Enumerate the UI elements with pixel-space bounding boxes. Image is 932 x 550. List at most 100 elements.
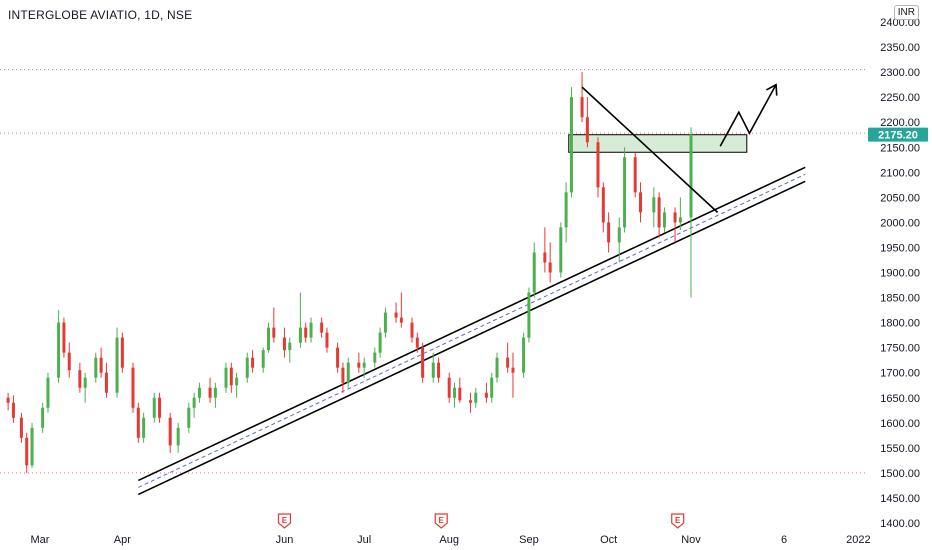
candle [261,347,265,373]
candle [357,352,361,373]
candle [495,352,499,383]
candle [131,362,135,413]
candle [62,317,66,358]
y-tick-label: 1600.00 [880,418,920,430]
candle-body [197,387,201,398]
candle-body [67,352,71,371]
candle-body [607,222,611,243]
resistance-zone [568,134,748,153]
candle-body [187,407,191,428]
candle-body [30,427,34,466]
candle-body [657,197,661,228]
candle-body [447,377,451,398]
chart-title: INTERGLOBE AVIATIO, 1D, NSE [8,8,193,22]
earnings-marker[interactable]: E [671,513,685,529]
y-tick-label: 1550.00 [880,443,920,455]
y-tick-label: 1650.00 [880,393,920,405]
candle-body [25,437,29,466]
x-tick-label: Nov [681,534,701,546]
candle-body [325,332,329,348]
candle [548,242,552,283]
x-tick-label: Aug [439,534,459,546]
x-axis[interactable]: Mar Apr Jun Jul Aug Sep Oct Nov 6 2022 [31,534,871,546]
candle-body [415,337,419,348]
candle-body [168,417,172,446]
channel-line [137,180,806,496]
candle-body [564,192,568,228]
candle [601,182,605,233]
candle-body [431,362,435,378]
candle [373,347,377,368]
candle [559,222,563,278]
candle-body [623,157,627,228]
resistance-zone-box [568,134,748,153]
candle [67,342,71,378]
earnings-marker-shape [277,513,292,529]
candle-body [115,337,119,393]
candle [272,307,276,343]
currency-label[interactable]: INR [893,5,919,20]
last-price-badge: 2175.20 [868,127,928,142]
candle-body [453,387,457,398]
candle [474,387,478,408]
earnings-marker[interactable]: E [277,513,292,529]
candle [468,392,472,413]
candle-body [689,134,693,218]
candle-body [596,142,600,188]
candle-body [633,157,637,193]
x-tick-label: 2022 [846,534,870,546]
candle-body [569,97,573,193]
y-axis[interactable]: 2400.00 2350.00 2300.00 2250.00 2200.00 2150.… [880,17,920,530]
y-tick-label: 1750.00 [880,343,920,355]
candle [569,87,573,198]
candle [99,347,103,378]
x-tick-label: Sep [519,534,539,546]
candle-body [652,197,656,213]
candle [94,352,98,383]
candle [453,382,457,408]
candle-body [11,402,15,418]
candle-body [394,312,398,318]
channel-line [137,166,806,482]
candle [585,97,589,148]
candle-body [104,372,108,393]
x-tick-label: Mar [31,534,50,546]
candle [431,352,435,383]
candle [689,127,693,298]
candle [224,362,228,393]
candle [304,322,308,343]
earnings-marker[interactable]: E [434,513,448,529]
candle [678,197,682,230]
candle [421,342,425,383]
y-tick-label: 1400.00 [880,518,920,530]
candle [657,192,661,238]
candle [245,352,249,383]
candle-body [373,352,377,363]
candle-body [585,117,589,143]
candle [458,377,462,403]
candle [120,332,124,373]
candle [410,317,414,343]
candle [25,432,29,473]
y-tick-label: 1450.00 [880,493,920,505]
candle [652,187,656,228]
candle-body [158,397,162,418]
candle-body [522,337,526,373]
candle-body [617,227,621,243]
candle [506,342,510,373]
candle [320,317,324,338]
candle-body [511,367,515,373]
candle [633,152,637,198]
x-tick-label: Apr [114,534,131,546]
candle-body [662,212,666,228]
candle [251,350,255,373]
candle [564,182,568,243]
candle [267,322,271,353]
candle [394,302,398,323]
candle-body [99,357,103,373]
candle [511,352,515,398]
y-tick-label: 1500.00 [880,468,920,480]
candle-body [543,252,547,263]
trend-drawings [581,83,778,213]
